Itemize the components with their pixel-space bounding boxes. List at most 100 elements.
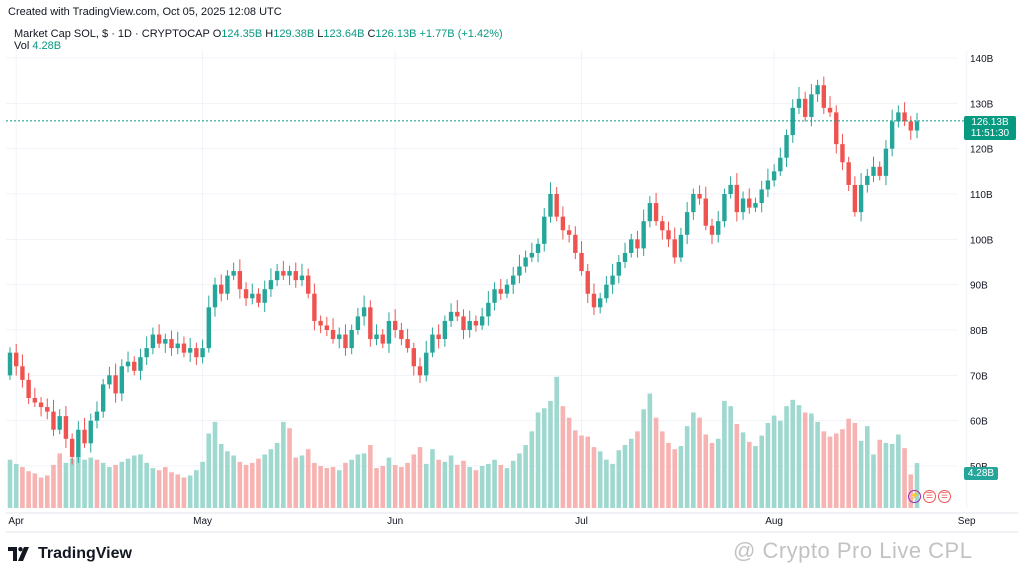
volume-bar: [672, 449, 678, 508]
candle-body: [293, 271, 298, 281]
candlesticks: [7, 76, 920, 465]
candle-body: [597, 298, 603, 308]
candle-body: [560, 216, 566, 231]
watermark-text: @ Crypto Pro Live CPL: [733, 538, 973, 563]
candle-body: [653, 203, 659, 222]
volume-bar: [659, 431, 665, 508]
volume-bar: [902, 448, 907, 508]
volume-label[interactable]: Vol: [14, 40, 30, 52]
candle-body: [827, 107, 833, 113]
candle-body: [852, 184, 858, 213]
candle-body: [542, 216, 547, 244]
symbol-name[interactable]: Market Cap SOL, $ · 1D · CRYPTOCAP: [14, 28, 210, 40]
volume-bar: [486, 463, 491, 508]
tradingview-logo[interactable]: TradingView: [8, 545, 132, 563]
volume-bar: [405, 462, 410, 508]
us-flag-icon-2[interactable]: ☰: [938, 490, 951, 503]
candle-body: [672, 239, 677, 258]
candle-body: [753, 203, 758, 208]
candle-body: [32, 398, 38, 403]
volume-bar: [840, 429, 845, 508]
candle-body: [448, 311, 454, 321]
candle-body: [281, 271, 286, 276]
y-tick-label: 110B: [970, 190, 993, 201]
high-label: H: [265, 28, 274, 40]
candle-body: [722, 194, 727, 222]
volume-bar: [759, 435, 764, 508]
volume-bar: [51, 464, 56, 508]
candle-body: [355, 316, 361, 330]
volume-bar: [237, 461, 243, 508]
volume-bar: [498, 464, 504, 508]
volume-bar: [94, 459, 100, 508]
us-flag-icon[interactable]: ☰: [923, 490, 936, 503]
y-tick-label: 120B: [970, 145, 994, 156]
volume-bar: [20, 467, 25, 508]
volume-bar: [107, 467, 112, 508]
candle-body: [82, 429, 87, 444]
volume-bar: [361, 453, 367, 508]
volume-bar: [26, 471, 31, 508]
candle-body: [473, 320, 479, 326]
volume-bar: [622, 445, 628, 508]
candle-body: [858, 184, 864, 213]
volume-bar: [529, 431, 535, 508]
candle-body: [548, 194, 553, 217]
volume-bar: [442, 461, 448, 508]
y-tick-label: 140B: [970, 54, 994, 65]
volume-bar: [150, 468, 156, 508]
candle-body: [69, 438, 75, 457]
volume-bar: [914, 463, 920, 508]
volume-bar: [827, 436, 833, 508]
candle-body: [380, 334, 385, 344]
volume-bar: [703, 434, 709, 508]
y-tick-label: 70B: [970, 371, 988, 382]
volume-bar: [504, 468, 510, 508]
volume-bar: [809, 413, 814, 508]
volume-bar: [554, 376, 559, 508]
candle-body: [399, 330, 404, 340]
candle-body: [747, 198, 752, 208]
volume-bar: [784, 406, 789, 508]
candle-body: [684, 212, 690, 235]
volume-bar: [312, 462, 317, 508]
open-label: O: [212, 28, 222, 40]
volume-bar: [877, 439, 883, 508]
candle-body: [486, 302, 491, 317]
candle-body: [716, 221, 721, 235]
volume-bar: [865, 426, 870, 508]
candle-body: [455, 311, 460, 317]
candle-body: [635, 239, 640, 249]
candle-body: [902, 112, 907, 122]
volume-bar: [368, 445, 373, 508]
candle-body: [212, 284, 218, 308]
candle-body: [647, 203, 653, 222]
lightning-icon[interactable]: ⚡: [908, 490, 921, 503]
event-icons[interactable]: ⚡ ☰ ☰: [908, 490, 951, 503]
tradingview-mark-icon: [8, 547, 29, 561]
x-tick-label: Apr: [8, 516, 24, 527]
high-value: 129.38B: [273, 28, 315, 40]
candle-body: [88, 420, 93, 444]
candle-body: [709, 225, 715, 235]
volume-bar: [318, 466, 323, 508]
candle-body: [678, 234, 684, 258]
candle-body: [691, 194, 696, 213]
volume-bar: [510, 460, 516, 508]
candle-body: [94, 411, 100, 421]
candle-body: [498, 289, 503, 294]
volume-bar: [249, 462, 255, 508]
volume-bar: [852, 422, 858, 508]
volume-bar: [871, 454, 876, 508]
candle-body: [405, 339, 410, 349]
volume-bar: [535, 412, 541, 508]
candle-body: [45, 407, 50, 412]
candle-body: [187, 348, 193, 353]
candle-body: [610, 275, 615, 285]
candle-body: [914, 121, 920, 131]
x-tick-label: Aug: [765, 516, 783, 527]
volume-bar: [163, 467, 168, 508]
volume-bar: [740, 432, 746, 508]
candle-body: [604, 284, 609, 299]
